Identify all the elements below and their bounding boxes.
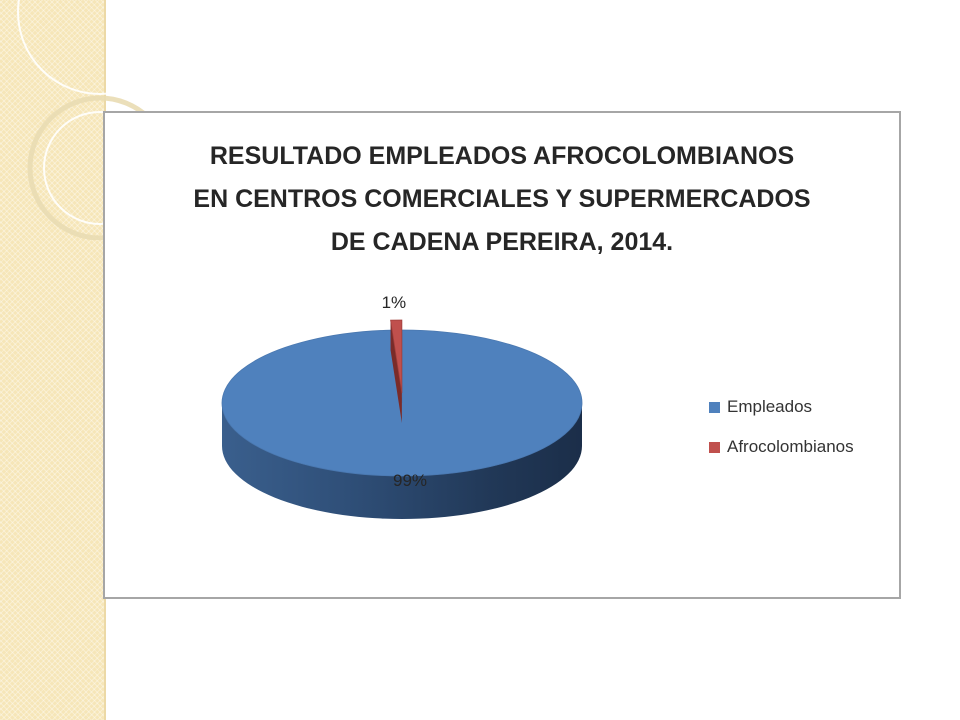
legend-item-afrocolombianos: Afrocolombianos xyxy=(709,437,854,457)
legend-swatch-afrocolombianos xyxy=(709,441,720,453)
chart-title-line-2: EN CENTROS COMERCIALES Y SUPERMERCADOS xyxy=(193,185,811,213)
pie-slice-afrocolombianos-side xyxy=(390,320,402,424)
chart-title-line-1: RESULTADO EMPLEADOS AFROCOLOMBIANOS xyxy=(209,142,795,170)
legend-item-empleados: Empleados xyxy=(709,397,812,417)
data-label-afrocolombianos: 1% xyxy=(382,293,407,312)
legend-swatch-empleados xyxy=(709,401,720,413)
legend-label-empleados: Empleados xyxy=(727,397,813,416)
pie-side-wall xyxy=(222,403,582,519)
data-label-empleados: 99% xyxy=(393,471,427,490)
pie-chart: 99% 1% xyxy=(221,293,583,519)
legend-label-afrocolombianos: Afrocolombianos xyxy=(727,437,854,456)
pie-slice-empleados xyxy=(221,329,583,477)
chart-title: RESULTADO EMPLEADOS AFROCOLOMBIANOS EN C… xyxy=(105,135,899,264)
chart-title-line-3: DE CADENA PEREIRA, 2014. xyxy=(330,228,674,256)
pie-slice-afrocolombianos xyxy=(390,319,403,394)
decorative-circles xyxy=(17,0,150,240)
chart-frame: RESULTADO EMPLEADOS AFROCOLOMBIANOS EN C… xyxy=(103,111,901,599)
